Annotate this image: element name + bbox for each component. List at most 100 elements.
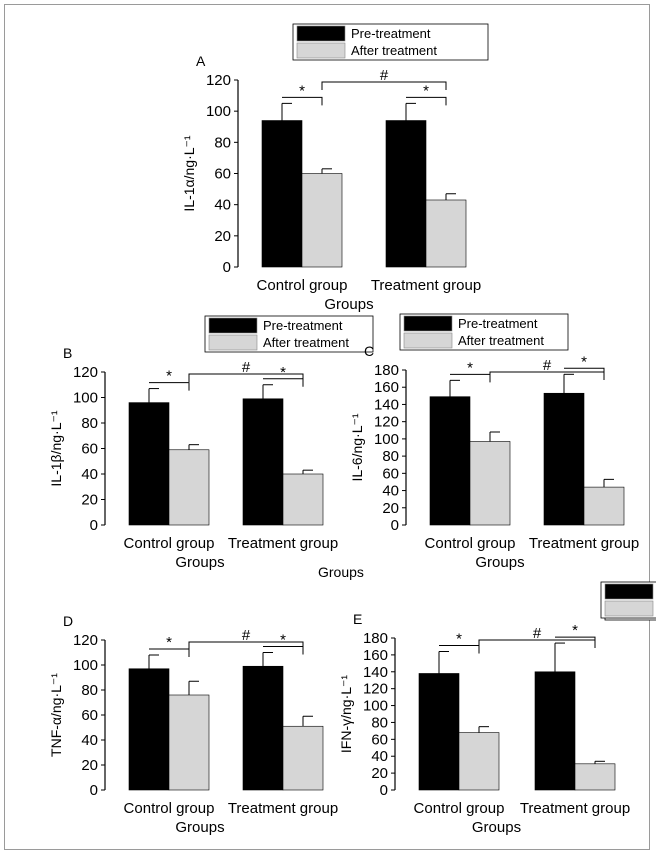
y-tick-label: 0	[90, 782, 98, 799]
bar-after-treatment	[282, 473, 324, 526]
legend-swatch-pre	[208, 317, 258, 334]
significance-bracket-star	[406, 96, 447, 106]
bar-pre-treatment	[128, 402, 170, 526]
bar-after-treatment	[168, 449, 210, 526]
legend-label-pre: Pre-treatment	[263, 318, 343, 333]
bar-after-treatment	[301, 173, 343, 268]
stray-groups-label: Groups	[318, 564, 364, 580]
y-tick-label: 60	[81, 707, 98, 724]
y-tick-label: 140	[374, 396, 399, 413]
significance-label: *	[280, 632, 286, 649]
y-axis-title: TNF-α/ng·L⁻¹	[48, 673, 64, 757]
significance-label: *	[280, 364, 286, 381]
y-tick-label: 120	[206, 72, 231, 89]
y-tick-label: 120	[73, 364, 98, 381]
y-tick-label: 0	[90, 517, 98, 534]
bar-after-treatment	[282, 725, 324, 791]
y-tick-label: 40	[214, 197, 231, 214]
x-axis-title: Groups	[324, 296, 373, 313]
y-tick-label: 0	[391, 517, 399, 534]
y-tick-label: 60	[214, 166, 231, 183]
x-axis-title: Groups	[175, 819, 224, 836]
significance-label: #	[380, 67, 389, 84]
y-tick-label: 40	[81, 466, 98, 483]
x-tick-label: Control group	[257, 277, 348, 294]
legend-swatch-after	[296, 42, 346, 59]
y-tick-label: 120	[363, 681, 388, 698]
significance-bracket-hash	[188, 641, 304, 650]
legend-label-after: After treatment	[351, 43, 437, 58]
x-tick-label: Treatment group	[529, 535, 639, 552]
legend-swatch-after	[208, 334, 258, 351]
x-tick-label: Treatment group	[520, 800, 630, 817]
bar-pre-treatment	[242, 398, 284, 526]
y-tick-label: 20	[382, 500, 399, 517]
bar-pre-treatment	[261, 120, 303, 268]
legend-swatch-after	[403, 332, 453, 349]
y-tick-label: 80	[371, 714, 388, 731]
y-tick-label: 100	[73, 657, 98, 674]
y-tick-label: 180	[374, 362, 399, 379]
y-tick-label: 100	[206, 103, 231, 120]
y-tick-label: 80	[214, 134, 231, 151]
legend-swatch-pre	[296, 25, 346, 42]
bar-pre-treatment	[543, 392, 585, 526]
x-tick-label: Control group	[414, 800, 505, 817]
y-axis-title: IL-1α/ng·L⁻¹	[181, 135, 197, 212]
bar-pre-treatment	[534, 671, 576, 791]
y-tick-label: 20	[81, 492, 98, 509]
panel-letter: D	[63, 613, 73, 629]
y-tick-label: 160	[374, 379, 399, 396]
y-tick-label: 20	[81, 757, 98, 774]
y-tick-label: 40	[371, 748, 388, 765]
significance-label: *	[456, 631, 462, 648]
legend-label-pre: Pre-treatment	[351, 26, 431, 41]
significance-label: #	[543, 357, 552, 374]
y-tick-label: 140	[363, 664, 388, 681]
legend-swatch-pre	[403, 315, 453, 332]
x-tick-label: Treatment group	[228, 535, 338, 552]
y-tick-label: 80	[81, 682, 98, 699]
panel-c: Pre-treatment After treatment C 02040608010…	[349, 313, 639, 571]
panel-letter: E	[353, 611, 362, 627]
legend-label-pre: Pre-treatment	[458, 316, 538, 331]
y-axis-title: IFN-γ/ng·L⁻¹	[338, 675, 354, 754]
y-axis-title: IL-1β/ng·L⁻¹	[48, 410, 64, 486]
legend-swatch-after	[604, 600, 654, 617]
significance-label: *	[572, 622, 578, 639]
x-tick-label: Control group	[124, 800, 215, 817]
figure-frame	[4, 4, 650, 850]
y-tick-label: 60	[382, 465, 399, 482]
significance-label: *	[423, 82, 429, 99]
y-tick-label: 60	[371, 731, 388, 748]
significance-label: *	[166, 634, 172, 651]
x-tick-label: Control group	[425, 535, 516, 552]
x-axis-title: Groups	[175, 554, 224, 571]
y-tick-label: 80	[81, 415, 98, 432]
y-tick-label: 40	[382, 483, 399, 500]
significance-label: #	[242, 627, 251, 644]
bar-after-treatment	[168, 694, 210, 791]
legend-swatch-pre	[604, 583, 654, 600]
y-tick-label: 120	[73, 632, 98, 649]
panel-a: Pre-treatment After treatment A 0 20 40 60 80 10…	[181, 23, 489, 313]
y-tick-label: 120	[374, 414, 399, 431]
y-tick-label: 100	[363, 698, 388, 715]
y-tick-label: 0	[380, 782, 388, 799]
y-tick-label: 160	[363, 647, 388, 664]
y-tick-label: 180	[363, 630, 388, 647]
significance-bracket-hash	[489, 371, 605, 380]
panel-b: Pre-treatment After treatment B 0 20 40 60 80 10…	[48, 315, 374, 571]
significance-bracket-star	[149, 382, 190, 391]
x-tick-label: Treatment group	[371, 277, 481, 294]
bar-pre-treatment	[242, 665, 284, 791]
y-tick-label: 100	[374, 431, 399, 448]
panel-letter: B	[63, 345, 72, 361]
bar-pre-treatment	[418, 673, 460, 791]
x-tick-label: Treatment group	[228, 800, 338, 817]
bar-after-treatment	[583, 486, 625, 526]
bar-pre-treatment	[429, 396, 471, 526]
y-axis-title: IL-6/ng·L⁻¹	[349, 413, 365, 481]
